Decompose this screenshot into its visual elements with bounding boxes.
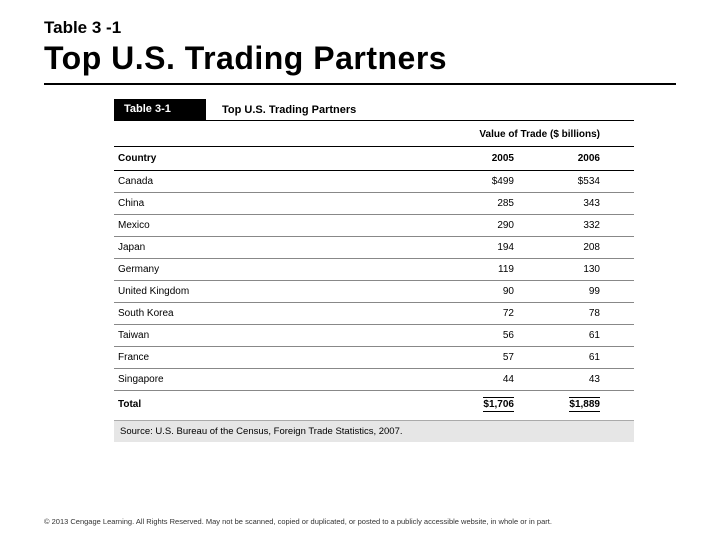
cell-country: Singapore (114, 369, 394, 391)
cell-country: United Kingdom (114, 281, 394, 303)
cell-value: 90 (394, 281, 514, 303)
cell-value: 290 (394, 215, 514, 237)
cell-value: 72 (394, 303, 514, 325)
cell-value: 99 (514, 281, 634, 303)
table-row: China 285 343 (114, 193, 634, 215)
column-header-row: Country 2005 2006 (114, 147, 634, 171)
col-country: Country (114, 147, 394, 171)
total-row: Total $1,706 $1,889 (114, 391, 634, 421)
cell-country: France (114, 347, 394, 369)
table-row: France 57 61 (114, 347, 634, 369)
cell-value: 208 (514, 237, 634, 259)
table-row: Singapore 44 43 (114, 369, 634, 391)
cell-country: Canada (114, 171, 394, 193)
table-row: Japan 194 208 (114, 237, 634, 259)
cell-country: Japan (114, 237, 394, 259)
copyright-notice: © 2013 Cengage Learning. All Rights Rese… (44, 517, 676, 526)
table-label: Table 3 -1 (44, 18, 676, 38)
cell-value: 332 (514, 215, 634, 237)
table-row: United Kingdom 90 99 (114, 281, 634, 303)
cell-value: 130 (514, 259, 634, 281)
table-row: Canada $499 $534 (114, 171, 634, 193)
cell-value: 61 (514, 347, 634, 369)
table-row: South Korea 72 78 (114, 303, 634, 325)
figure-header: Table 3-1 Top U.S. Trading Partners (114, 99, 634, 121)
total-value: $1,889 (514, 391, 634, 421)
cell-value: $534 (514, 171, 634, 193)
page-title: Top U.S. Trading Partners (44, 40, 676, 85)
total-value: $1,706 (394, 391, 514, 421)
cell-value: $499 (394, 171, 514, 193)
figure-caption: Top U.S. Trading Partners (206, 99, 634, 120)
cell-country: Taiwan (114, 325, 394, 347)
cell-value: 61 (514, 325, 634, 347)
cell-value: 285 (394, 193, 514, 215)
cell-value: 43 (514, 369, 634, 391)
cell-country: China (114, 193, 394, 215)
cell-value: 194 (394, 237, 514, 259)
table-row: Germany 119 130 (114, 259, 634, 281)
cell-value: 44 (394, 369, 514, 391)
col-year-1: 2005 (394, 147, 514, 171)
table-row: Taiwan 56 61 (114, 325, 634, 347)
cell-country: Germany (114, 259, 394, 281)
table-row: Mexico 290 332 (114, 215, 634, 237)
value-header: Value of Trade ($ billions) (114, 121, 634, 147)
col-year-2: 2006 (514, 147, 634, 171)
cell-value: 57 (394, 347, 514, 369)
cell-value: 119 (394, 259, 514, 281)
total-label: Total (114, 391, 394, 421)
data-table: Country 2005 2006 Canada $499 $534 China… (114, 147, 634, 420)
cell-country: South Korea (114, 303, 394, 325)
figure-table: Table 3-1 Top U.S. Trading Partners Valu… (114, 99, 634, 442)
cell-country: Mexico (114, 215, 394, 237)
source-citation: Source: U.S. Bureau of the Census, Forei… (114, 420, 634, 442)
cell-value: 56 (394, 325, 514, 347)
cell-value: 78 (514, 303, 634, 325)
cell-value: 343 (514, 193, 634, 215)
figure-number-badge: Table 3-1 (114, 99, 206, 120)
